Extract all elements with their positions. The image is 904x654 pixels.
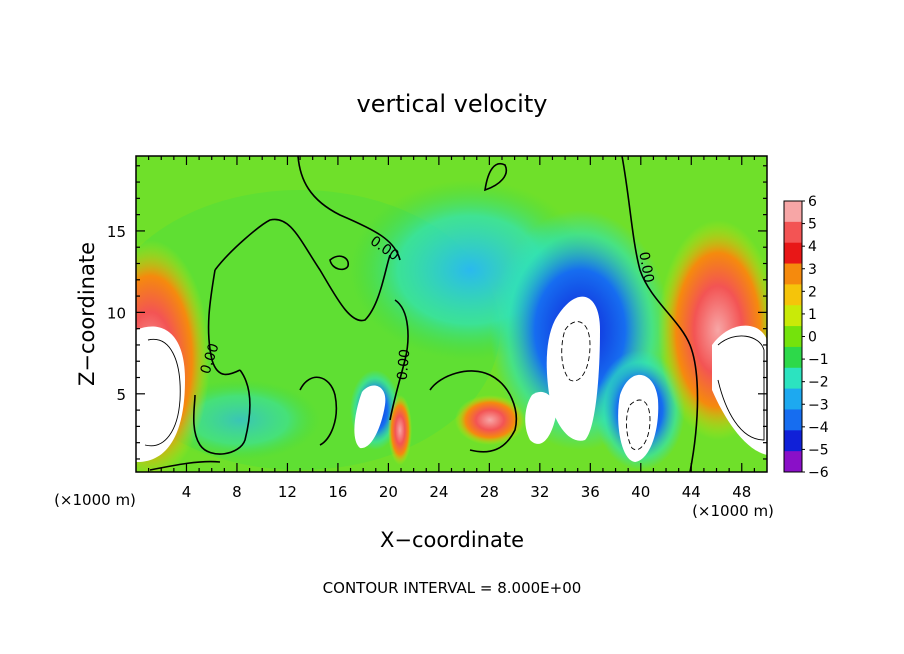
- colorbar-tick-label: −6: [808, 465, 829, 481]
- x-tick-label: 44: [682, 483, 701, 501]
- y-axis: 5 10 15: [107, 165, 767, 460]
- zero-contours: [149, 156, 699, 472]
- colorbar-swatch: [784, 263, 802, 285]
- colorbar-swatch: [784, 367, 802, 390]
- saturated-center-3: [354, 385, 386, 449]
- y-tick-label: 10: [107, 304, 126, 322]
- zero-contour-i: [484, 163, 507, 192]
- heatmap-field: [136, 156, 767, 472]
- dashed-contour-2: [626, 399, 651, 451]
- colorbar-swatch: [784, 430, 802, 452]
- colorbar-tick-label: −4: [808, 420, 829, 436]
- saturated-center-2: [618, 374, 659, 462]
- zero-contour-e: [621, 156, 699, 472]
- y-axis-label: Z−coordinate: [75, 242, 99, 386]
- thin-contours: [144, 335, 765, 447]
- x-axis-label: X−coordinate: [380, 528, 524, 552]
- x-unit-right: (×1000 m): [692, 502, 774, 520]
- colorbar-tick-label: −5: [808, 442, 829, 458]
- colorbar-tick-label: 2: [808, 284, 817, 300]
- colorbar-tick-label: 3: [808, 262, 817, 278]
- x-tick-label: 4: [182, 483, 192, 501]
- colorbar-swatch: [784, 409, 802, 431]
- x-unit-left: (×1000 m): [54, 491, 136, 509]
- thin-contour-right: [717, 335, 765, 441]
- zero-contour-j: [429, 370, 517, 453]
- x-tick-label: 8: [232, 483, 242, 501]
- colorbar-swatch: [784, 284, 802, 306]
- x-tick-label: 12: [278, 483, 297, 501]
- colorbar-swatch: [784, 326, 802, 348]
- colorbar-tick-label: 1: [808, 307, 817, 323]
- contour-label-3: 0.00: [395, 348, 414, 380]
- zero-contour-f: [389, 299, 409, 421]
- x-tick-label: 28: [480, 483, 499, 501]
- y-tick-label: 15: [107, 223, 126, 241]
- y-tick-label: 5: [116, 386, 126, 404]
- thin-contour-left: [144, 338, 181, 447]
- saturated-center-4: [525, 391, 556, 444]
- colorbar-tick-label: −2: [808, 375, 829, 391]
- colorbar: 6 5 4 3 2 1 0 −1 −2 −3 −4 −5 −6: [783, 194, 829, 481]
- zero-contour-g: [299, 376, 338, 446]
- colorbar-swatch: [784, 201, 802, 223]
- colorbar-swatch: [784, 221, 802, 244]
- zero-contour-d: [297, 156, 401, 261]
- contour-interval-note: CONTOUR INTERVAL = 8.000E+00: [323, 579, 582, 597]
- zero-contour-b: [207, 269, 241, 376]
- zero-contour-a: [214, 218, 391, 322]
- colorbar-tick-label: −1: [808, 352, 829, 368]
- saturated-left: [136, 326, 185, 462]
- x-tick-label: 40: [631, 483, 650, 501]
- colorbar-swatch: [784, 451, 802, 473]
- positive-mid-2: [388, 395, 412, 465]
- colorbar-swatch: [784, 305, 802, 327]
- x-axis: 4 8 12 16 20 24 28 32 36 40 44 48: [148, 156, 755, 501]
- zero-contour-h: [329, 255, 350, 271]
- dashed-contours: [561, 321, 651, 451]
- x-tick-label: 16: [328, 483, 347, 501]
- x-tick-label: 36: [581, 483, 600, 501]
- colorbar-tick-label: 4: [808, 239, 817, 255]
- saturated-center: [546, 296, 600, 441]
- contour-label-4: 0.00: [635, 251, 656, 284]
- x-tick-label: 24: [429, 483, 448, 501]
- dashed-contour-1: [561, 321, 591, 382]
- x-tick-label: 48: [732, 483, 751, 501]
- chart-title: vertical velocity: [357, 90, 548, 118]
- colorbar-swatch: [784, 242, 802, 265]
- colorbar-tick-label: 6: [808, 194, 817, 210]
- positive-mid: [455, 395, 525, 445]
- colorbar-tick-label: −3: [808, 397, 829, 413]
- colorbar-swatch: [784, 346, 802, 369]
- x-tick-label: 20: [379, 483, 398, 501]
- x-tick-label: 32: [530, 483, 549, 501]
- zero-contour-c: [192, 369, 251, 455]
- colorbar-tick-label: 0: [808, 330, 817, 346]
- colorbar-swatch: [784, 388, 802, 410]
- colorbar-tick-label: 5: [808, 217, 817, 233]
- saturated-right: [712, 325, 767, 455]
